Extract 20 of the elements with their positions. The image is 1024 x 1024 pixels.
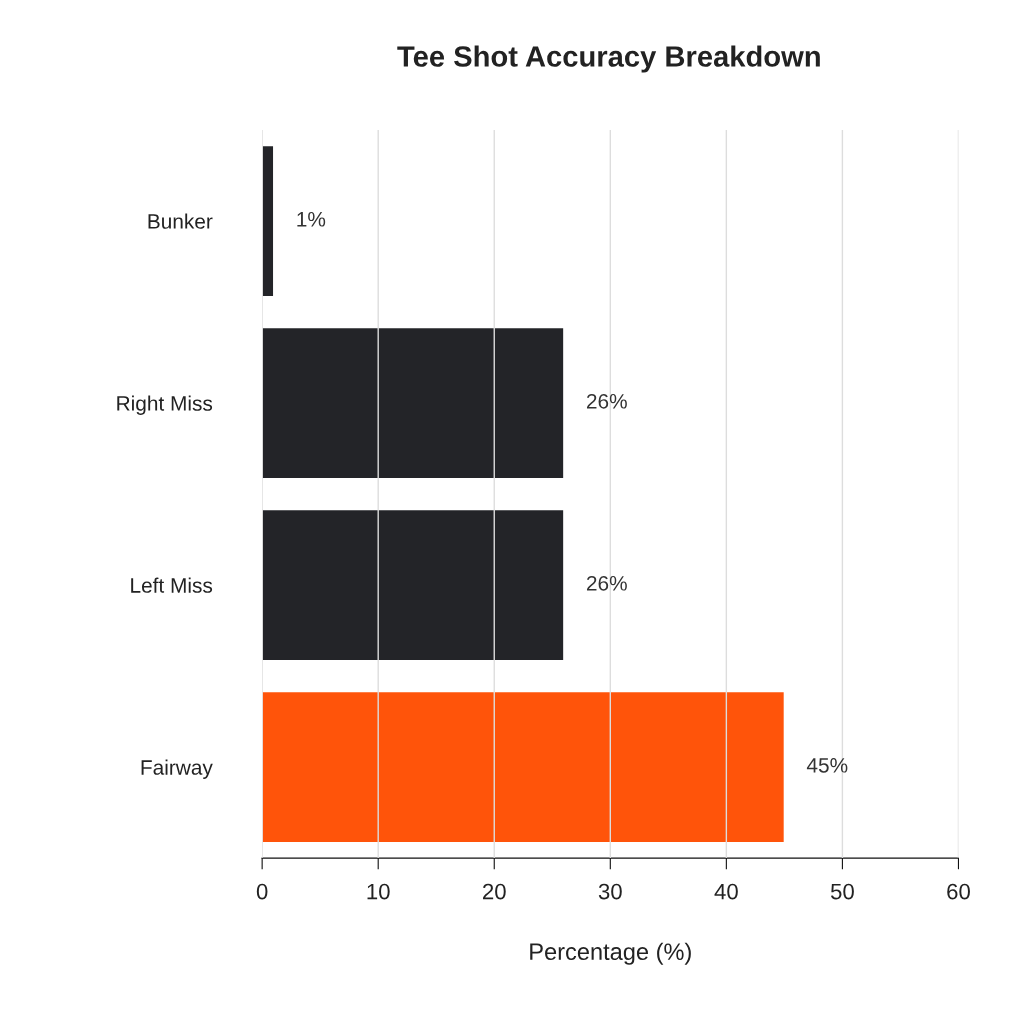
x-tick-label: 30 — [598, 883, 622, 900]
y-tick-label: Left Miss — [131, 577, 213, 593]
chart-title: Tee Shot Accuracy Breakdown — [397, 45, 820, 73]
y-tick-label: Right Miss — [117, 395, 213, 415]
x-tick-label: 10 — [367, 883, 390, 900]
x-tick-label: 40 — [714, 883, 738, 900]
x-axis-title: Percentage (%) — [530, 942, 691, 965]
data-label: 45% — [806, 758, 848, 773]
data-label: 1% — [297, 211, 326, 227]
bar — [262, 508, 565, 662]
y-tick-label: Bunker — [148, 213, 213, 229]
x-tick-label: 0 — [256, 883, 268, 900]
x-tick-label: 60 — [947, 883, 970, 900]
bar — [262, 690, 786, 844]
data-label: 26% — [586, 393, 627, 409]
x-tick-label: 20 — [483, 883, 506, 900]
bar — [262, 326, 565, 480]
data-label: 26% — [586, 575, 627, 591]
x-tick-label: 50 — [830, 883, 854, 900]
y-tick-label: Fairway — [141, 759, 213, 779]
